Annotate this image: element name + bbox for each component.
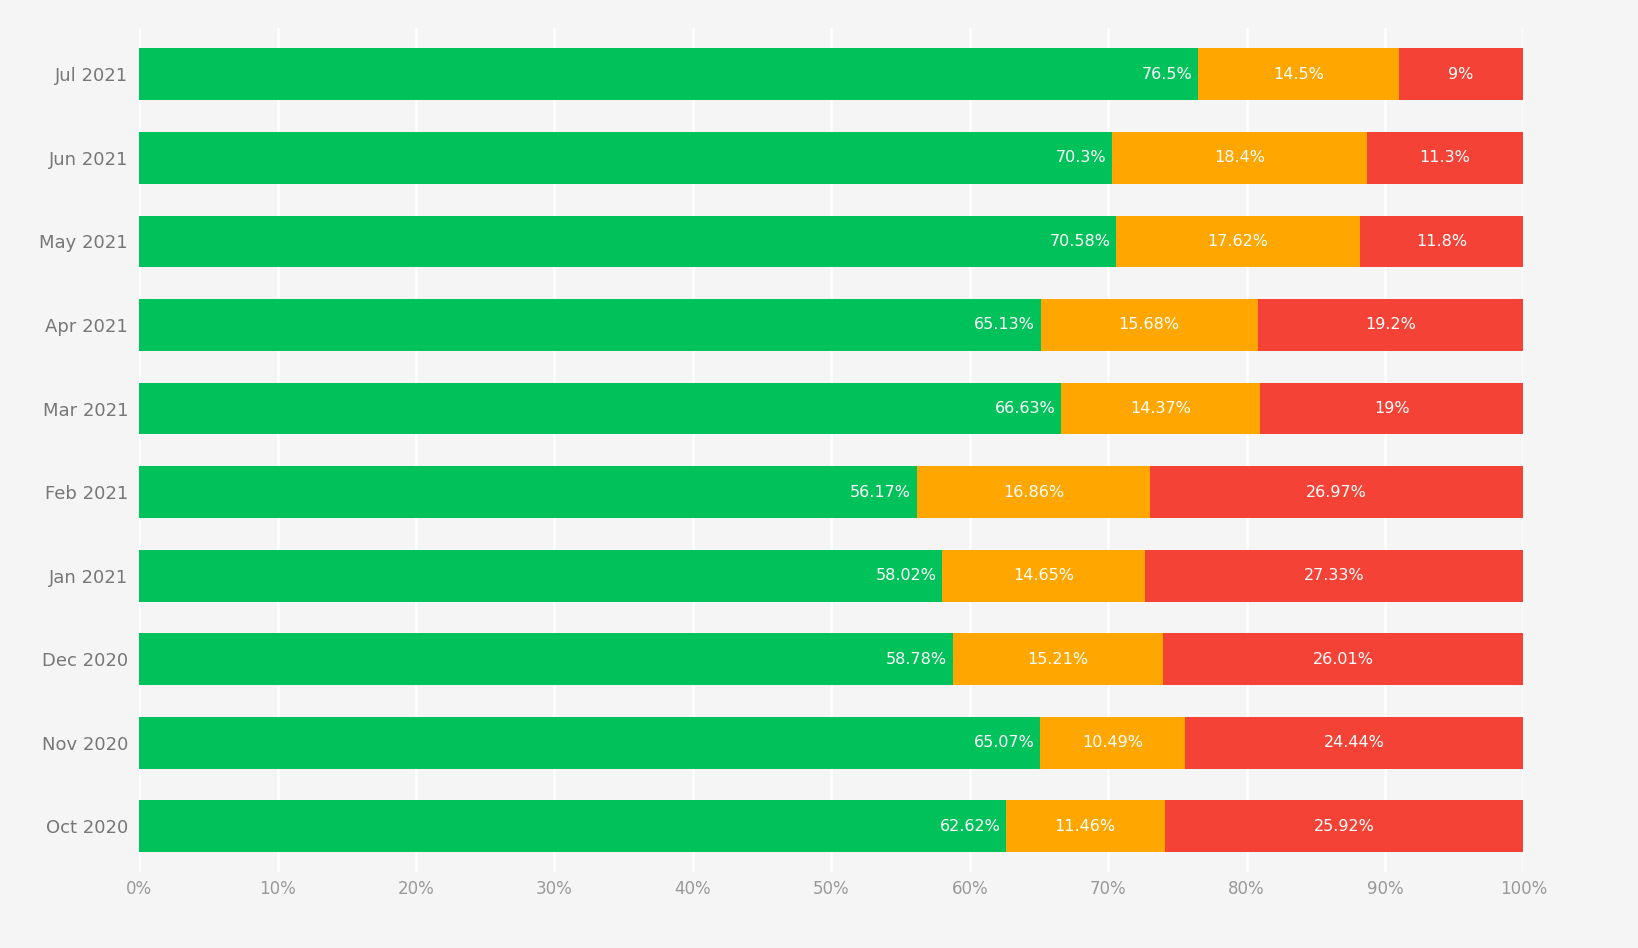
Text: 18.4%: 18.4% — [1214, 151, 1265, 165]
Text: 58.78%: 58.78% — [886, 651, 947, 666]
Bar — [1150, 466, 1523, 518]
Text: 62.62%: 62.62% — [940, 819, 1001, 833]
Bar — [1260, 383, 1523, 434]
Text: 15.21%: 15.21% — [1027, 651, 1089, 666]
Text: 70.58%: 70.58% — [1050, 234, 1111, 249]
Bar — [942, 550, 1145, 601]
Text: 56.17%: 56.17% — [850, 484, 911, 500]
Bar — [1184, 717, 1523, 769]
Bar — [1163, 633, 1523, 685]
Text: 65.07%: 65.07% — [973, 736, 1034, 750]
Bar — [139, 550, 942, 601]
Bar — [953, 633, 1163, 685]
Text: 25.92%: 25.92% — [1314, 819, 1374, 833]
Text: 14.5%: 14.5% — [1273, 67, 1324, 82]
Text: 10.49%: 10.49% — [1083, 736, 1143, 750]
Bar — [139, 717, 1040, 769]
Bar — [1258, 300, 1523, 351]
Text: 26.97%: 26.97% — [1305, 484, 1368, 500]
Text: 58.02%: 58.02% — [876, 568, 937, 583]
Text: 11.46%: 11.46% — [1055, 819, 1115, 833]
Text: 14.65%: 14.65% — [1014, 568, 1075, 583]
Bar — [139, 466, 917, 518]
Bar — [1197, 48, 1399, 100]
Bar — [1115, 215, 1360, 267]
Text: 66.63%: 66.63% — [996, 401, 1057, 416]
Text: 65.13%: 65.13% — [975, 318, 1035, 333]
Text: 26.01%: 26.01% — [1312, 651, 1374, 666]
Text: 19%: 19% — [1374, 401, 1410, 416]
Text: 76.5%: 76.5% — [1142, 67, 1192, 82]
Text: 11.8%: 11.8% — [1417, 234, 1468, 249]
Bar — [139, 300, 1040, 351]
Bar — [1145, 550, 1523, 601]
Bar — [139, 48, 1197, 100]
Bar — [1040, 300, 1258, 351]
Bar — [1061, 383, 1260, 434]
Bar — [1399, 48, 1523, 100]
Bar — [1040, 717, 1184, 769]
Text: 24.44%: 24.44% — [1324, 736, 1384, 750]
Bar — [1112, 132, 1368, 184]
Text: 9%: 9% — [1448, 67, 1474, 82]
Bar — [917, 466, 1150, 518]
Bar — [1165, 800, 1523, 852]
Text: 27.33%: 27.33% — [1304, 568, 1364, 583]
Bar — [1006, 800, 1165, 852]
Text: 11.3%: 11.3% — [1420, 151, 1471, 165]
Bar — [139, 383, 1061, 434]
Text: 16.86%: 16.86% — [1002, 484, 1065, 500]
Bar — [1368, 132, 1523, 184]
Bar — [139, 132, 1112, 184]
Bar — [139, 633, 953, 685]
Bar — [139, 800, 1006, 852]
Text: 19.2%: 19.2% — [1364, 318, 1415, 333]
Bar — [139, 215, 1115, 267]
Text: 70.3%: 70.3% — [1057, 151, 1107, 165]
Text: 17.62%: 17.62% — [1207, 234, 1268, 249]
Text: 15.68%: 15.68% — [1119, 318, 1179, 333]
Text: 14.37%: 14.37% — [1130, 401, 1191, 416]
Bar — [1360, 215, 1523, 267]
